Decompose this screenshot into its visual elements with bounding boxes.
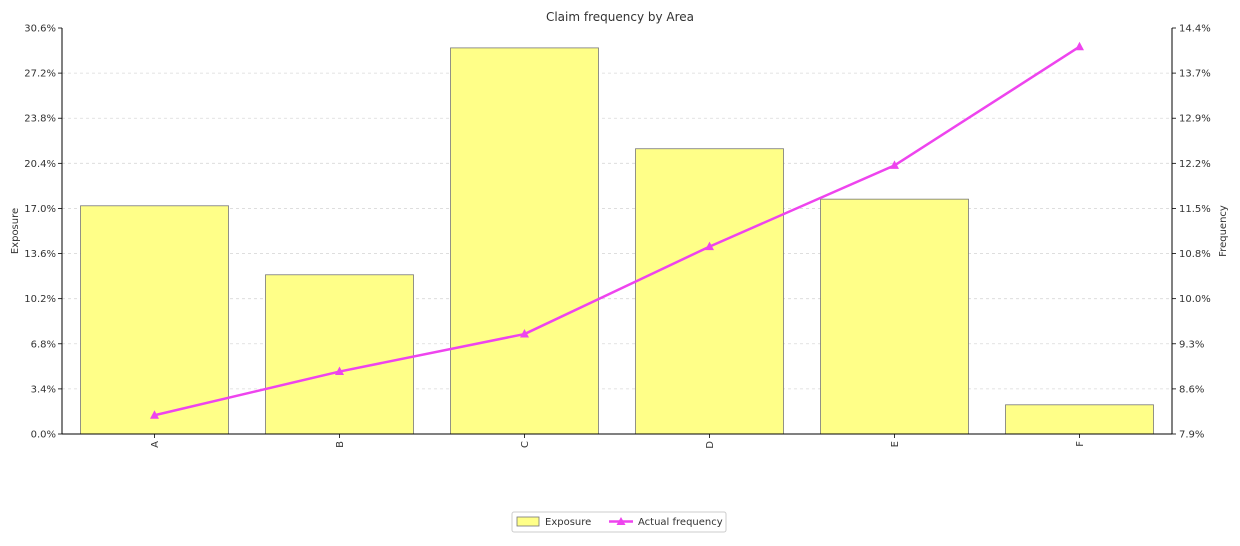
chart-title: Claim frequency by Area: [546, 10, 694, 24]
bar-F: [1005, 404, 1154, 435]
line-series: [150, 41, 1084, 419]
legend-swatch-exposure: [516, 516, 540, 527]
y-right-tick-label: 8.6%: [1179, 384, 1204, 395]
point-actual-frequency-B: [335, 366, 344, 376]
y-left-tick-label: 3.4%: [31, 384, 56, 395]
x-tick-label-A: A: [150, 441, 161, 448]
y-right-tick-label: 11.5%: [1179, 204, 1211, 215]
y-left-tick-label: 0.0%: [31, 430, 56, 441]
legend: Exposure Actual frequency: [511, 511, 727, 533]
y-right-tick-label: 12.2%: [1179, 159, 1211, 170]
y-axis-right-title: Frequency: [1218, 205, 1229, 257]
x-tick-label-D: D: [705, 441, 716, 449]
legend-marker-actual-frequency: [616, 517, 626, 525]
y-right-tick-label: 13.7%: [1179, 69, 1211, 80]
y-right-tick-label: 10.8%: [1179, 249, 1211, 260]
y-right-tick-label: 7.9%: [1179, 430, 1204, 441]
y-left-tick-label: 10.2%: [24, 294, 56, 305]
point-actual-frequency-A: [150, 410, 159, 419]
y-left-tick-label: 6.8%: [31, 339, 56, 350]
y-right-tick-label: 9.3%: [1179, 339, 1204, 350]
y-left-tick-label: 30.6%: [24, 24, 56, 35]
y-left-tick-label: 20.4%: [24, 159, 56, 170]
point-actual-frequency-D: [705, 241, 714, 251]
legend-label-exposure: Exposure: [545, 517, 591, 528]
axes: 0.0% 7.9% 3.4% 8.6% 6.8% 9.3% 10.2% 10.0% 13.6% 1…: [24, 24, 1211, 449]
bar-D: [635, 148, 784, 435]
bar-C: [450, 47, 599, 435]
y-right-tick-label: 12.9%: [1179, 114, 1211, 125]
y-right-tick-label: 14.4%: [1179, 24, 1211, 35]
y-right-tick-label: 10.0%: [1179, 294, 1211, 305]
legend-label-actual-frequency: Actual frequency: [638, 517, 723, 528]
y-left-tick-label: 13.6%: [24, 249, 56, 260]
x-tick-label-F: F: [1075, 441, 1086, 447]
line-actual-frequency: [154, 45, 1081, 417]
gridlines: [62, 72, 1172, 390]
bar-series: [80, 47, 1154, 435]
x-tick-label-B: B: [335, 441, 346, 448]
y-left-tick-label: 27.2%: [24, 69, 56, 80]
y-left-tick-label: 17.0%: [24, 204, 56, 215]
x-tick-label-E: E: [890, 441, 901, 447]
point-actual-frequency-E: [890, 160, 899, 169]
y-left-tick-label: 23.8%: [24, 114, 56, 125]
x-tick-label-C: C: [520, 441, 531, 448]
bar-E: [820, 198, 969, 435]
point-actual-frequency-C: [520, 329, 529, 338]
point-actual-frequency-F: [1075, 41, 1084, 51]
y-axis-left-title: Exposure: [10, 208, 21, 254]
bar-A: [80, 205, 229, 435]
bar-B: [265, 274, 414, 435]
